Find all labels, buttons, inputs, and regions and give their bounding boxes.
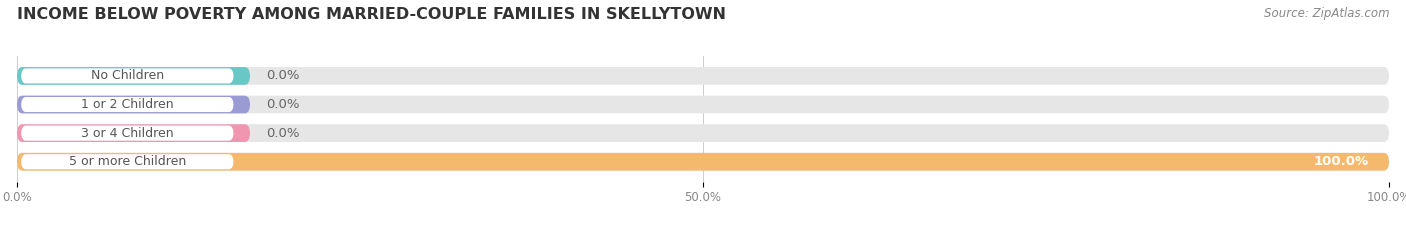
FancyBboxPatch shape bbox=[21, 69, 233, 83]
Text: 0.0%: 0.0% bbox=[267, 69, 299, 82]
Text: 1 or 2 Children: 1 or 2 Children bbox=[82, 98, 174, 111]
Text: 5 or more Children: 5 or more Children bbox=[69, 155, 186, 168]
FancyBboxPatch shape bbox=[17, 124, 1389, 142]
FancyBboxPatch shape bbox=[21, 97, 233, 112]
Text: 0.0%: 0.0% bbox=[267, 127, 299, 140]
Text: INCOME BELOW POVERTY AMONG MARRIED-COUPLE FAMILIES IN SKELLYTOWN: INCOME BELOW POVERTY AMONG MARRIED-COUPL… bbox=[17, 7, 725, 22]
FancyBboxPatch shape bbox=[17, 153, 1389, 171]
FancyBboxPatch shape bbox=[17, 153, 1389, 171]
Text: No Children: No Children bbox=[91, 69, 165, 82]
FancyBboxPatch shape bbox=[21, 154, 233, 169]
Text: 3 or 4 Children: 3 or 4 Children bbox=[82, 127, 174, 140]
Text: Source: ZipAtlas.com: Source: ZipAtlas.com bbox=[1264, 7, 1389, 20]
FancyBboxPatch shape bbox=[17, 67, 1389, 85]
FancyBboxPatch shape bbox=[17, 124, 250, 142]
FancyBboxPatch shape bbox=[17, 96, 1389, 113]
FancyBboxPatch shape bbox=[17, 67, 250, 85]
FancyBboxPatch shape bbox=[17, 96, 250, 113]
FancyBboxPatch shape bbox=[21, 126, 233, 141]
Text: 0.0%: 0.0% bbox=[267, 98, 299, 111]
Text: 100.0%: 100.0% bbox=[1313, 155, 1368, 168]
